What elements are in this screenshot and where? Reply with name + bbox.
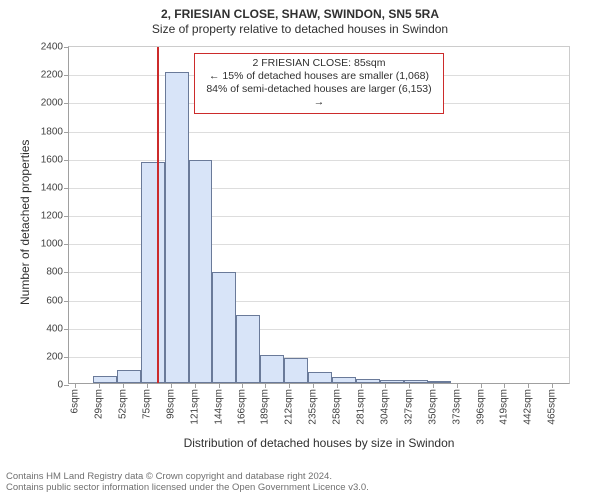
ytick-mark bbox=[64, 188, 69, 189]
ytick-mark bbox=[64, 329, 69, 330]
ytick-mark bbox=[64, 132, 69, 133]
histogram-bar bbox=[189, 160, 213, 383]
gridline-h bbox=[69, 132, 569, 133]
xtick-label: 419sqm bbox=[499, 389, 510, 425]
histogram-bar bbox=[380, 380, 404, 383]
xtick-mark bbox=[528, 383, 529, 388]
ytick-mark bbox=[64, 385, 69, 386]
xtick-mark bbox=[123, 383, 124, 388]
ytick-label: 800 bbox=[46, 267, 63, 278]
gridline-h bbox=[69, 160, 569, 161]
ytick-mark bbox=[64, 301, 69, 302]
ytick-mark bbox=[64, 272, 69, 273]
xtick-label: 350sqm bbox=[427, 389, 438, 425]
ytick-mark bbox=[64, 160, 69, 161]
ytick-mark bbox=[64, 357, 69, 358]
xtick-mark bbox=[242, 383, 243, 388]
xtick-label: 166sqm bbox=[236, 389, 247, 425]
histogram-bar bbox=[165, 72, 189, 383]
xtick-mark bbox=[265, 383, 266, 388]
ytick-mark bbox=[64, 216, 69, 217]
chart-title-desc: Size of property relative to detached ho… bbox=[6, 23, 594, 36]
xtick-mark bbox=[99, 383, 100, 388]
footer-line: Contains public sector information licen… bbox=[6, 483, 594, 494]
histogram-bar bbox=[428, 381, 452, 383]
xtick-mark bbox=[147, 383, 148, 388]
annotation-line: ← 15% of detached houses are smaller (1,… bbox=[203, 70, 435, 83]
xtick-label: 304sqm bbox=[379, 389, 390, 425]
histogram-bar bbox=[93, 376, 117, 383]
annotation-line: 2 FRIESIAN CLOSE: 85sqm bbox=[203, 57, 435, 70]
xtick-mark bbox=[504, 383, 505, 388]
xtick-label: 327sqm bbox=[403, 389, 414, 425]
annotation-line: 84% of semi-detached houses are larger (… bbox=[203, 83, 435, 109]
xtick-label: 258sqm bbox=[332, 389, 343, 425]
ytick-label: 1400 bbox=[41, 182, 63, 193]
histogram-bar bbox=[117, 370, 141, 383]
xtick-mark bbox=[75, 383, 76, 388]
xtick-label: 75sqm bbox=[141, 389, 152, 419]
ytick-label: 400 bbox=[46, 323, 63, 334]
histogram-bar bbox=[212, 272, 236, 383]
plot-area: 0200400600800100012001400160018002000220… bbox=[68, 46, 570, 384]
xtick-mark bbox=[361, 383, 362, 388]
xtick-mark bbox=[337, 383, 338, 388]
ytick-mark bbox=[64, 75, 69, 76]
xtick-mark bbox=[552, 383, 553, 388]
ytick-label: 200 bbox=[46, 351, 63, 362]
ytick-mark bbox=[64, 103, 69, 104]
histogram-bar bbox=[308, 372, 332, 383]
histogram-bar bbox=[141, 162, 165, 383]
histogram-bar bbox=[404, 380, 428, 383]
xtick-label: 396sqm bbox=[475, 389, 486, 425]
xtick-label: 235sqm bbox=[308, 389, 319, 425]
ytick-label: 2400 bbox=[41, 42, 63, 53]
ytick-label: 600 bbox=[46, 295, 63, 306]
xtick-label: 6sqm bbox=[70, 389, 81, 413]
xtick-label: 212sqm bbox=[284, 389, 295, 425]
histogram-bar bbox=[356, 379, 380, 383]
xtick-label: 121sqm bbox=[189, 389, 200, 425]
xtick-mark bbox=[313, 383, 314, 388]
attribution-footer: Contains HM Land Registry data © Crown c… bbox=[6, 472, 594, 494]
chart-title-address: 2, FRIESIAN CLOSE, SHAW, SWINDON, SN5 5R… bbox=[6, 8, 594, 21]
xtick-label: 189sqm bbox=[260, 389, 271, 425]
xtick-label: 465sqm bbox=[547, 389, 558, 425]
histogram-bar bbox=[332, 377, 356, 383]
ytick-label: 1200 bbox=[41, 211, 63, 222]
xtick-mark bbox=[171, 383, 172, 388]
ytick-label: 1800 bbox=[41, 126, 63, 137]
xtick-mark bbox=[409, 383, 410, 388]
ytick-label: 2000 bbox=[41, 98, 63, 109]
ytick-mark bbox=[64, 244, 69, 245]
reference-marker-line bbox=[157, 47, 159, 383]
xtick-mark bbox=[219, 383, 220, 388]
xtick-mark bbox=[457, 383, 458, 388]
ytick-label: 1000 bbox=[41, 239, 63, 250]
xtick-label: 29sqm bbox=[94, 389, 105, 419]
xtick-mark bbox=[289, 383, 290, 388]
ytick-label: 0 bbox=[57, 380, 63, 391]
histogram-bar bbox=[260, 355, 284, 383]
ytick-label: 2200 bbox=[41, 70, 63, 81]
xtick-label: 52sqm bbox=[118, 389, 129, 419]
xtick-mark bbox=[481, 383, 482, 388]
ytick-label: 1600 bbox=[41, 154, 63, 165]
xtick-label: 373sqm bbox=[451, 389, 462, 425]
annotation-box: 2 FRIESIAN CLOSE: 85sqm ← 15% of detache… bbox=[194, 53, 444, 114]
xtick-mark bbox=[195, 383, 196, 388]
ytick-mark bbox=[64, 47, 69, 48]
x-axis-label: Distribution of detached houses by size … bbox=[184, 436, 455, 450]
xtick-label: 442sqm bbox=[523, 389, 534, 425]
xtick-mark bbox=[385, 383, 386, 388]
y-axis-label: Number of detached properties bbox=[18, 140, 32, 305]
histogram-bar bbox=[236, 315, 260, 383]
xtick-label: 281sqm bbox=[356, 389, 367, 425]
xtick-label: 144sqm bbox=[213, 389, 224, 425]
xtick-mark bbox=[433, 383, 434, 388]
histogram-bar bbox=[284, 358, 308, 383]
histogram-chart: 2, FRIESIAN CLOSE, SHAW, SWINDON, SN5 5R… bbox=[6, 8, 594, 494]
xtick-label: 98sqm bbox=[165, 389, 176, 419]
